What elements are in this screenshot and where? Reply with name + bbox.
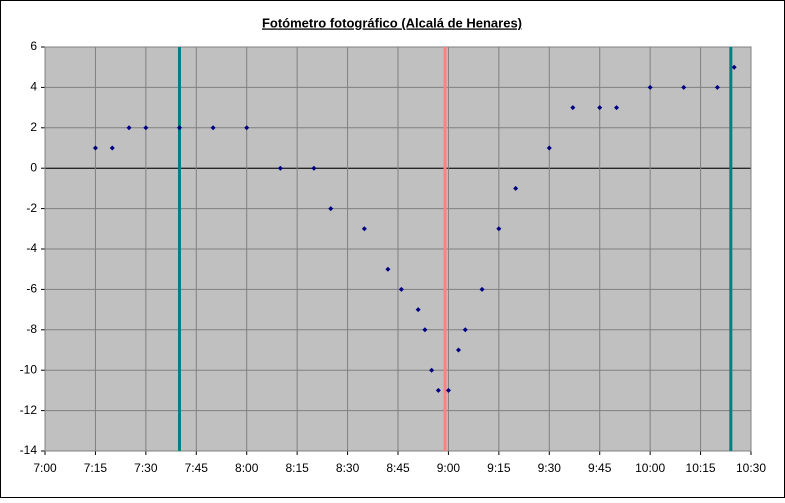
y-tick-label: -12 xyxy=(20,403,38,417)
point xyxy=(614,105,620,111)
x-tick-label: 8:30 xyxy=(336,461,360,475)
point xyxy=(210,125,216,131)
x-tick-label: 9:45 xyxy=(588,461,612,475)
x-tick-label: 10:00 xyxy=(635,461,665,475)
x-tick-label: 8:45 xyxy=(386,461,410,475)
point xyxy=(546,145,552,151)
point xyxy=(176,125,182,131)
y-tick-label: -10 xyxy=(20,362,38,376)
x-tick-label: 7:15 xyxy=(84,461,108,475)
point xyxy=(422,327,428,333)
point xyxy=(361,226,367,232)
y-tick-label: 4 xyxy=(30,80,37,94)
point xyxy=(456,347,462,353)
x-tick-label: 9:15 xyxy=(487,461,511,475)
point xyxy=(415,307,421,313)
point xyxy=(445,387,451,393)
point xyxy=(328,206,334,212)
point xyxy=(244,125,250,131)
plot-border xyxy=(44,46,752,452)
x-tick-label: 8:15 xyxy=(285,461,309,475)
x-tick-label: 10:30 xyxy=(736,461,766,475)
point xyxy=(570,105,576,111)
point xyxy=(647,84,653,90)
y-tick-label: 2 xyxy=(30,120,37,134)
point xyxy=(597,105,603,111)
y-tick-label: -14 xyxy=(20,443,38,457)
point xyxy=(385,266,391,272)
point xyxy=(731,64,737,70)
point xyxy=(92,145,98,151)
x-tick-label: 8:00 xyxy=(235,461,259,475)
x-tick-label: 9:30 xyxy=(538,461,562,475)
point xyxy=(429,367,435,373)
point xyxy=(513,185,519,191)
point xyxy=(462,327,468,333)
point xyxy=(496,226,502,232)
chart-title: Fotómetro fotográfico (Alcalá de Henares… xyxy=(262,15,522,30)
x-tick-label: 9:00 xyxy=(437,461,461,475)
point xyxy=(277,165,283,171)
x-tick-label: 7:00 xyxy=(33,461,57,475)
point xyxy=(714,84,720,90)
y-tick-label: -6 xyxy=(26,282,37,296)
y-tick-label: -8 xyxy=(26,322,37,336)
y-tick-label: -4 xyxy=(26,241,37,255)
point xyxy=(311,165,317,171)
y-tick-label: 0 xyxy=(30,160,37,174)
x-tick-label: 7:45 xyxy=(185,461,209,475)
y-tick-label: -2 xyxy=(26,201,37,215)
x-tick-label: 7:30 xyxy=(134,461,158,475)
x-tick-label: 10:15 xyxy=(686,461,716,475)
point xyxy=(109,145,115,151)
point xyxy=(143,125,149,131)
point xyxy=(126,125,132,131)
point xyxy=(681,84,687,90)
point xyxy=(398,286,404,292)
point xyxy=(435,387,441,393)
y-tick-label: 6 xyxy=(30,39,37,53)
point xyxy=(479,286,485,292)
